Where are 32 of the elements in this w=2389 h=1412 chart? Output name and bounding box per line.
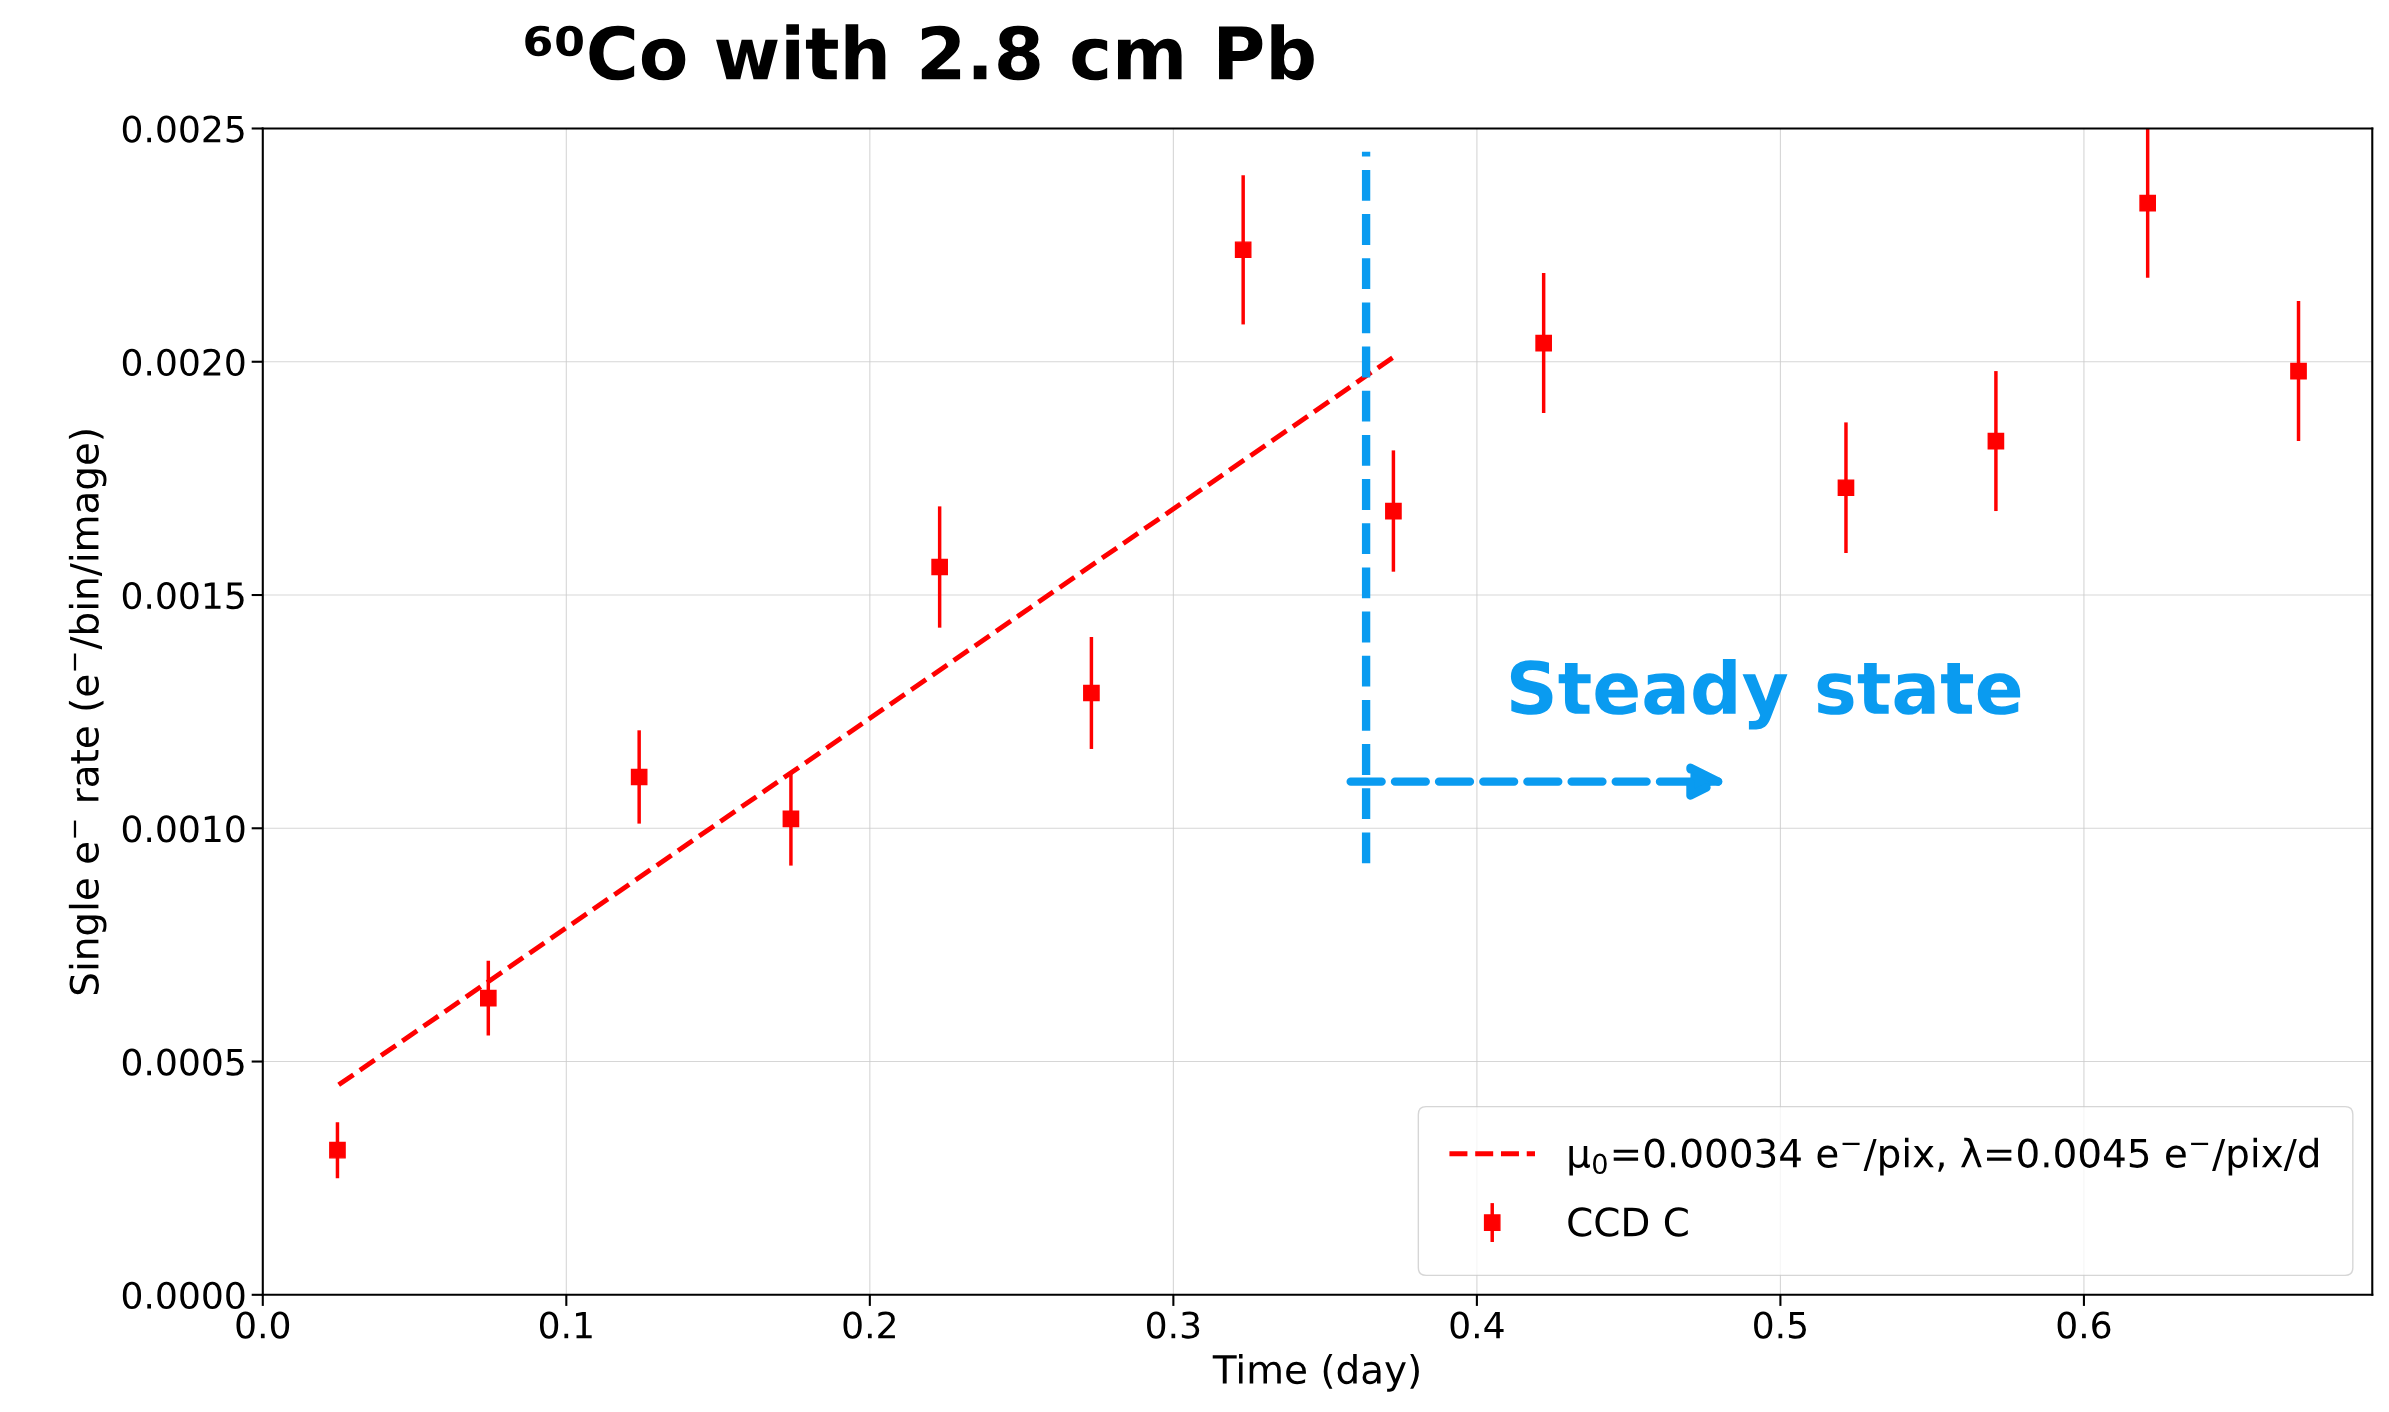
x-tick-label: 0.4	[1450, 1311, 1504, 1339]
y-tick-label: 0.0005	[122, 1048, 244, 1076]
y-tick-label: 0.0000	[122, 1281, 245, 1310]
chart-title: ⁶⁰Co with 2.8 cm Pb	[525, 24, 1314, 81]
y-tick-label: 0.0020	[122, 348, 245, 376]
y-tick-label: 0.0015	[122, 581, 244, 610]
point	[1837, 479, 1855, 497]
point	[2139, 194, 2157, 212]
legend-label: CCD C	[1568, 1207, 1688, 1237]
point	[1083, 684, 1100, 702]
point	[329, 1141, 346, 1159]
x-tick-label: 0.3	[1147, 1311, 1200, 1339]
y-tick-label: 0.0010	[122, 815, 245, 843]
point	[1535, 334, 1552, 352]
annotation: Steady state	[1510, 658, 2021, 730]
point	[479, 989, 497, 1007]
point	[2290, 362, 2307, 380]
x-tick-label: 0.2	[843, 1311, 895, 1339]
point	[1987, 432, 2005, 450]
x-tick-label: 0.5	[1754, 1311, 1806, 1339]
x-axis-title: Time (day)	[1212, 1354, 1419, 1392]
legend-label: μ$_{0}$=0.00034 e$^{−}$/pix, λ=0.0045 e$^{−}$/pix/d	[1569, 1137, 2318, 1176]
point	[1385, 502, 1402, 520]
point	[931, 558, 948, 576]
point	[782, 810, 800, 828]
x-tick-label: 0.0	[236, 1311, 290, 1339]
x-tick-label: 0.6	[2057, 1311, 2111, 1339]
point	[630, 768, 648, 786]
y-axis-title: Single e$^{−}$ rate (e$^{−}$/bin/image)	[68, 430, 107, 995]
x-tick-label: 0.1	[539, 1311, 592, 1339]
y-tick-label: 0.0025	[122, 115, 244, 143]
point	[1234, 241, 1252, 259]
